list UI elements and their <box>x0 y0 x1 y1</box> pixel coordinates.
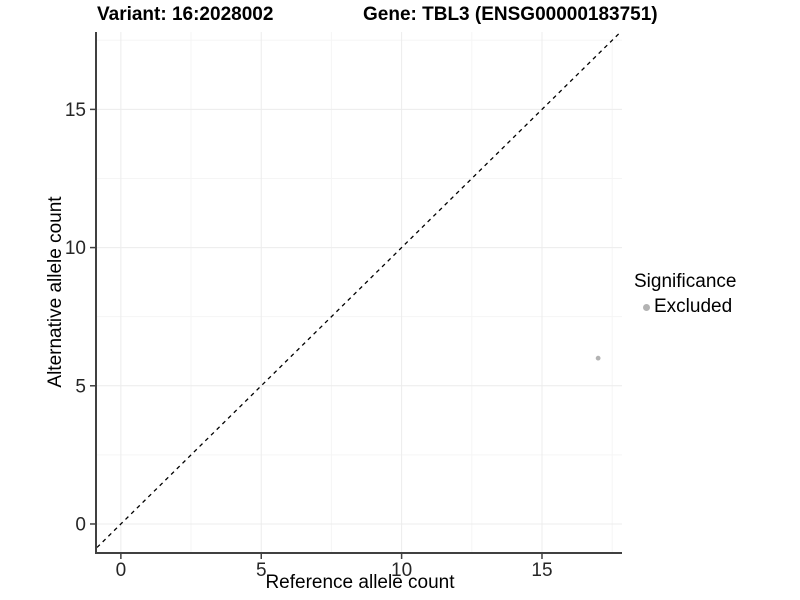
legend: Significance Excluded <box>634 271 736 318</box>
y-tick-label: 10 <box>65 238 86 259</box>
legend-title: Significance <box>634 271 737 292</box>
x-tick-label: 0 <box>116 560 127 581</box>
scatter-point <box>595 355 601 361</box>
legend-item-excluded: Excluded <box>634 296 736 318</box>
legend-item-label: Excluded <box>654 296 733 317</box>
y-tick-label: 0 <box>75 514 86 535</box>
y-tick-label: 15 <box>65 100 86 121</box>
gene-title: Gene: TBL3 (ENSG00000183751) <box>363 4 658 25</box>
x-tick-label: 10 <box>391 560 412 581</box>
x-tick-label: 5 <box>256 560 267 581</box>
y-axis-title: Alternative allele count <box>45 196 66 388</box>
variant-title: Variant: 16:2028002 <box>97 4 274 25</box>
x-tick-label: 15 <box>531 560 552 581</box>
identity-reference-line <box>96 31 622 548</box>
legend-key-dot-icon <box>643 303 650 311</box>
y-tick-label: 5 <box>75 376 86 397</box>
x-axis-title: Reference allele count <box>265 572 455 593</box>
